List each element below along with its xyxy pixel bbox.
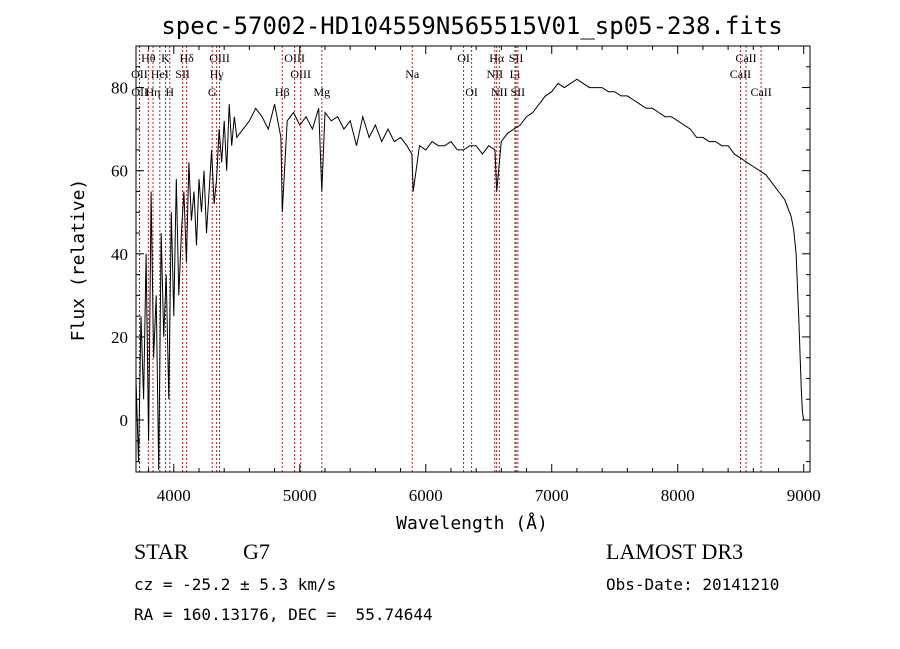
line-marker-label: OIII: [290, 67, 311, 81]
y-tick-label: 0: [120, 411, 129, 430]
y-tick-label: 20: [111, 328, 128, 347]
survey-name: LAMOST DR3: [606, 539, 743, 564]
line-marker-label: Hδ: [179, 51, 194, 65]
x-tick-label: 4000: [157, 486, 191, 505]
chart-title: spec-57002-HD104559N565515V01_sp05-238.f…: [161, 12, 782, 40]
line-marker-label: Hγ: [210, 67, 225, 81]
y-tick-label: 60: [111, 162, 128, 181]
line-marker-label: NII: [486, 67, 503, 81]
line-marker-label: OI: [457, 51, 470, 65]
emission-line-markers: Hθ K Hδ OIII OIII OI Hα SII CaII OII HeI SII Hγ OIII N…: [131, 46, 772, 472]
line-marker-label: Li: [510, 67, 521, 81]
y-axis-label: Flux (relative): [68, 179, 89, 342]
coordinates: RA = 160.13176, DEC = 55.74644: [134, 605, 433, 624]
line-marker-label: Hα: [489, 51, 505, 65]
line-marker-label: SII: [509, 51, 524, 65]
line-marker-label: Hβ: [275, 85, 290, 99]
object-subclass: G7: [243, 539, 270, 564]
line-marker-label: CaII: [730, 67, 751, 81]
x-tick-label: 6000: [409, 486, 443, 505]
line-marker-label: SII: [511, 85, 526, 99]
line-marker-label: OIII: [284, 51, 305, 65]
line-marker-label: OIII: [209, 51, 230, 65]
redshift-readout: cz = -25.2 ± 5.3 km/s: [134, 575, 336, 594]
line-marker-label: Mg: [313, 85, 330, 99]
x-tick-label: 9000: [787, 486, 821, 505]
line-marker-label: Hη: [146, 85, 161, 99]
line-marker-label: G: [208, 85, 217, 99]
line-marker-label: SII: [175, 67, 190, 81]
line-marker-label: Na: [405, 67, 420, 81]
line-marker-label: H: [165, 85, 174, 99]
spectrum-series: [135, 78, 805, 470]
line-marker-label: HeI: [151, 67, 169, 81]
x-axis-label: Wavelength (Å): [396, 512, 548, 534]
y-tick-label: 80: [111, 79, 128, 98]
line-marker-label: OII: [131, 85, 148, 99]
y-axis: 0 20 40 60 80: [111, 45, 810, 463]
object-class: STAR: [134, 539, 189, 564]
line-marker-label: CaII: [750, 85, 771, 99]
y-tick-label: 40: [111, 245, 128, 264]
line-marker-label: Hθ: [141, 51, 156, 65]
x-tick-label: 7000: [535, 486, 569, 505]
line-marker-label: OI: [465, 85, 478, 99]
x-tick-label: 8000: [661, 486, 695, 505]
obs-date: Obs-Date: 20141210: [606, 575, 779, 594]
x-tick-label: 5000: [283, 486, 317, 505]
line-marker-label: NII: [491, 85, 508, 99]
x-axis: 4000 5000 6000 7000 8000 9000: [148, 46, 821, 505]
line-marker-label: K: [161, 51, 170, 65]
line-marker-label: CaII: [735, 51, 756, 65]
plot-frame: [135, 45, 811, 473]
